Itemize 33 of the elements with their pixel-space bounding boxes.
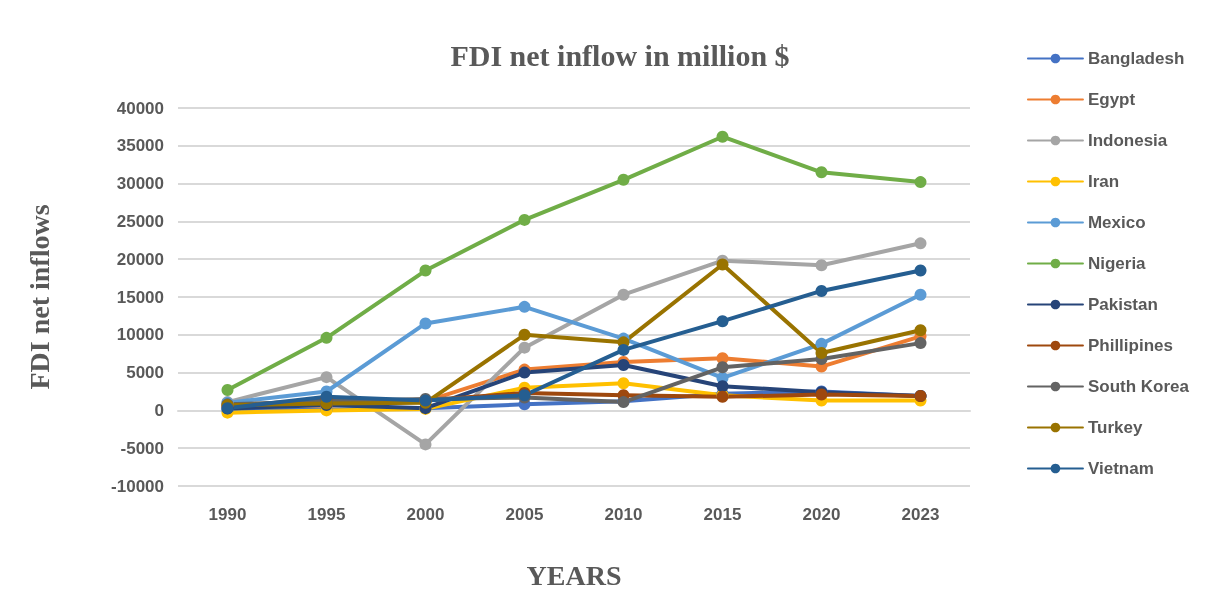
legend-label: Vietnam [1087, 459, 1154, 478]
legend-label: Indonesia [1087, 131, 1168, 150]
y-tick-label: 30000 [116, 174, 164, 194]
y-tick-label: -5000 [120, 438, 164, 458]
legend-label: Iran [1087, 172, 1120, 191]
y-tick-label: 0 [154, 400, 164, 420]
y-axis-title: FDI net inflows [23, 204, 55, 390]
y-tick-label: 15000 [116, 287, 164, 307]
legend-label: Mexico [1087, 213, 1146, 232]
y-tick-label: 10000 [116, 325, 164, 345]
legend-label: Egypt [1087, 90, 1136, 109]
legend-label: Pakistan [1087, 295, 1158, 314]
y-tick-label: 5000 [126, 363, 164, 383]
x-tick-label: 2015 [703, 505, 742, 524]
legend-label: Phillipines [1087, 336, 1173, 355]
legend-label: Nigeria [1087, 254, 1147, 273]
x-tick-label: 2010 [604, 505, 643, 524]
y-tick-label: 35000 [116, 136, 164, 156]
x-tick-label: 1995 [307, 505, 346, 524]
y-tick-label: -10000 [111, 476, 164, 496]
y-tick-label: 20000 [116, 249, 164, 269]
x-tick-label: 2000 [406, 505, 445, 524]
legend-label: South Korea [1087, 377, 1190, 396]
x-tick-label: 2023 [901, 505, 940, 524]
x-tick-label: 2005 [505, 505, 544, 524]
legend-label: Bangladesh [1087, 49, 1185, 68]
x-tick-label: 2020 [802, 505, 841, 524]
x-tick-label: 1990 [208, 505, 247, 524]
x-axis-title: YEARS [526, 559, 622, 591]
chart-title: FDI net inflow in million $ [450, 38, 790, 72]
legend-label: Turkey [1087, 418, 1143, 437]
y-tick-label: 40000 [116, 98, 164, 118]
y-tick-label: 25000 [116, 211, 164, 231]
